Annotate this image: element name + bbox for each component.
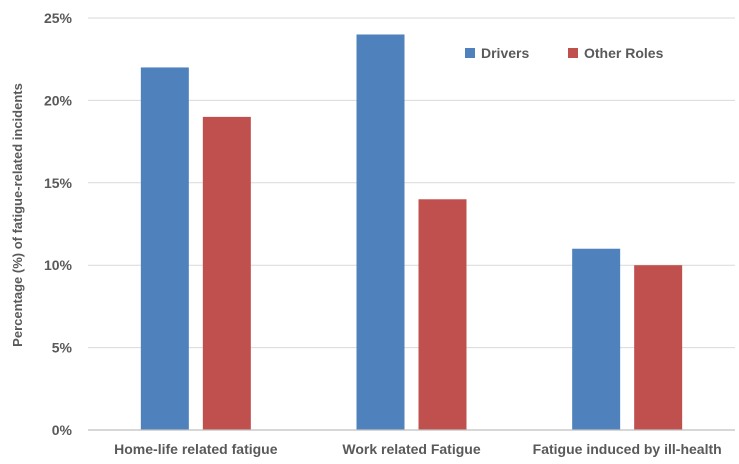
- bar-other-roles: [418, 199, 467, 430]
- y-tick-label: 20%: [44, 92, 73, 108]
- x-tick-label: Fatigue induced by ill-health: [533, 441, 722, 457]
- legend: Drivers Other Roles: [465, 45, 664, 61]
- legend-label: Other Roles: [584, 45, 664, 61]
- x-tick-label: Home-life related fatigue: [114, 441, 278, 457]
- bar-drivers: [140, 67, 189, 430]
- y-tick-label: 25%: [44, 10, 73, 26]
- y-axis-ticks: 0% 5% 10% 15% 20% 25%: [44, 10, 73, 438]
- y-tick-label: 10%: [44, 257, 73, 273]
- legend-swatch: [465, 48, 475, 58]
- bars: [140, 34, 683, 430]
- bar-other-roles: [634, 265, 683, 430]
- y-tick-label: 5%: [52, 340, 73, 356]
- y-axis-title: Percentage (%) of fatigue-related incide…: [10, 83, 25, 347]
- legend-swatch: [568, 48, 578, 58]
- y-tick-label: 15%: [44, 175, 73, 191]
- legend-label: Drivers: [481, 45, 529, 61]
- bar-other-roles: [202, 116, 251, 430]
- gridlines: [88, 17, 735, 349]
- bar-drivers: [572, 248, 621, 430]
- x-tick-label: Work related Fatigue: [342, 441, 480, 457]
- y-tick-label: 0%: [52, 422, 73, 438]
- x-axis-ticks: Home-life related fatigue Work related Fa…: [114, 441, 722, 457]
- bar-drivers: [356, 34, 405, 430]
